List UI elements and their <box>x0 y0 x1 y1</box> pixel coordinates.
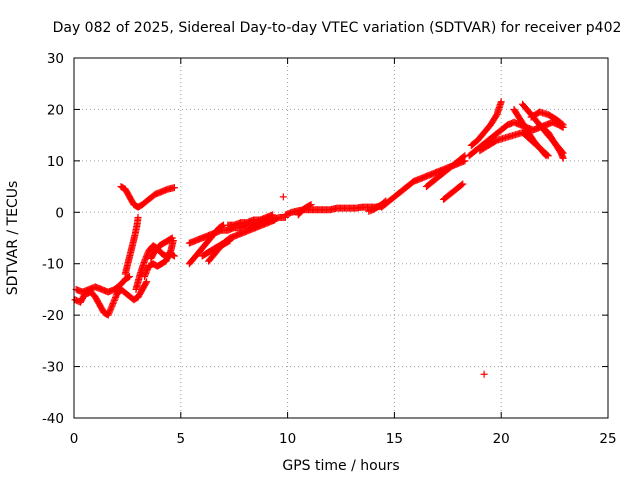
y-tick-label: 10 <box>47 154 64 170</box>
data-point <box>558 120 566 128</box>
data-point <box>108 302 116 310</box>
data-point <box>167 235 175 243</box>
data-point <box>269 211 277 219</box>
data-point <box>307 201 315 209</box>
data-point <box>140 257 148 265</box>
y-tick-label: -20 <box>42 308 64 324</box>
y-tick-label: 0 <box>55 205 64 221</box>
data-point <box>141 256 149 264</box>
data-point <box>306 201 314 209</box>
data-point <box>124 273 132 281</box>
data-point <box>559 154 567 162</box>
data-point <box>111 295 119 303</box>
data-point <box>105 310 113 318</box>
data-point <box>104 311 112 319</box>
data-point <box>458 181 466 189</box>
data-point <box>134 213 142 221</box>
y-tick-label: -30 <box>42 360 64 376</box>
data-point <box>111 294 119 302</box>
data-point <box>107 304 115 312</box>
data-point <box>226 237 234 245</box>
data-point <box>143 267 151 275</box>
y-tick-label: -40 <box>42 411 64 427</box>
x-tick-label: 20 <box>493 431 510 447</box>
data-point <box>142 270 150 278</box>
data-point <box>271 216 279 224</box>
data-point <box>460 153 468 161</box>
data-point <box>480 370 488 378</box>
x-tick-label: 25 <box>599 431 616 447</box>
data-points <box>71 98 567 378</box>
data-point <box>541 151 549 159</box>
data-point <box>497 98 505 106</box>
data-point <box>218 222 226 230</box>
data-point <box>107 305 115 313</box>
data-point <box>105 308 113 316</box>
data-point <box>143 251 151 259</box>
data-point <box>106 307 114 315</box>
x-tick-label: 10 <box>279 431 296 447</box>
chart-title: Day 082 of 2025, Sidereal Day-to-day VTE… <box>53 20 622 36</box>
data-point <box>109 299 117 307</box>
data-point <box>459 180 467 188</box>
x-tick-label: 5 <box>177 431 186 447</box>
y-tick-label: 30 <box>47 51 64 67</box>
x-tick-label: 0 <box>70 431 79 447</box>
data-point <box>141 271 149 279</box>
data-point <box>168 234 176 242</box>
data-point <box>142 268 150 276</box>
data-point <box>108 301 116 309</box>
y-axis-label: SDTVAR / TECUs <box>5 181 21 296</box>
data-point <box>110 296 118 304</box>
data-point <box>170 184 178 192</box>
data-point <box>144 265 152 273</box>
data-point <box>279 193 287 201</box>
data-point <box>142 279 150 287</box>
x-tick-label: 15 <box>386 431 403 447</box>
data-point <box>542 152 550 160</box>
data-point <box>144 250 152 258</box>
y-tick-label: -10 <box>42 257 64 273</box>
data-point <box>140 273 148 281</box>
data-point <box>110 298 118 306</box>
axis-ticks: 0 5 10 15 20 25 -40 -30 -20 -10 0 10 20 30 <box>42 51 617 447</box>
x-axis-label: GPS time / hours <box>282 458 399 474</box>
data-point <box>126 273 134 281</box>
data-point <box>143 278 151 286</box>
data-point <box>225 237 233 245</box>
data-point <box>559 121 567 129</box>
plot-frame <box>73 57 609 419</box>
y-tick-label: 20 <box>47 102 64 118</box>
